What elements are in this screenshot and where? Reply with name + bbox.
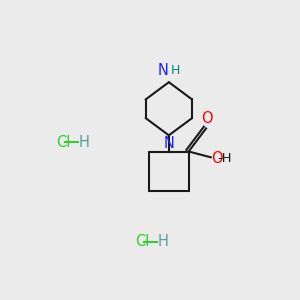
Text: H: H — [158, 234, 169, 249]
Text: Cl: Cl — [135, 234, 149, 249]
Text: O: O — [201, 111, 213, 126]
Text: N: N — [164, 136, 174, 152]
Text: Cl: Cl — [56, 135, 70, 150]
Text: H: H — [79, 135, 90, 150]
Text: N: N — [158, 63, 168, 78]
Text: O: O — [212, 151, 223, 166]
Text: -H: -H — [217, 152, 232, 165]
Text: H: H — [171, 64, 181, 77]
